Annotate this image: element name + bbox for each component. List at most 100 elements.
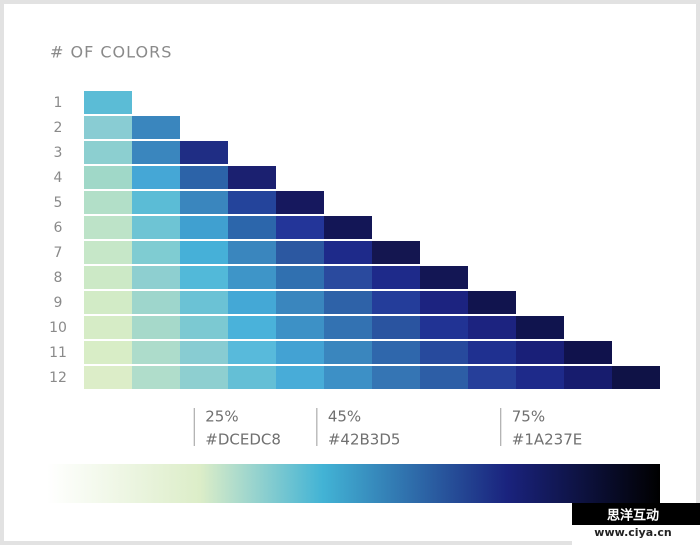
swatch (228, 291, 276, 314)
swatch (372, 266, 420, 289)
swatch (132, 341, 180, 364)
marker-percent: 25% (205, 408, 238, 426)
swatch (132, 191, 180, 214)
row-label: 2 (54, 120, 63, 136)
swatch (84, 116, 132, 139)
swatch (372, 341, 420, 364)
swatch (132, 141, 180, 164)
swatch (228, 341, 276, 364)
swatch (564, 366, 612, 389)
marker-hex: #DCEDC8 (205, 431, 281, 449)
swatch (84, 216, 132, 239)
swatch (132, 216, 180, 239)
swatch (372, 366, 420, 389)
swatch (132, 266, 180, 289)
swatch (324, 266, 372, 289)
swatch (84, 166, 132, 189)
row-label: 7 (54, 245, 63, 261)
swatch (132, 241, 180, 264)
swatch (84, 341, 132, 364)
row-label: 8 (54, 270, 63, 286)
swatch (276, 316, 324, 339)
row-label: 11 (49, 345, 67, 361)
marker-hex: #42B3D5 (328, 431, 401, 449)
row-label: 6 (54, 220, 63, 236)
swatch (516, 316, 564, 339)
swatch (324, 216, 372, 239)
swatch (84, 366, 132, 389)
swatch (372, 241, 420, 264)
title: # OF COLORS (50, 43, 172, 62)
swatch (276, 241, 324, 264)
swatch (132, 366, 180, 389)
row-label: 1 (54, 95, 63, 111)
swatch (132, 116, 180, 139)
swatch (276, 191, 324, 214)
row-label: 12 (49, 370, 67, 386)
swatch (228, 191, 276, 214)
swatch (516, 341, 564, 364)
row-label: 4 (54, 170, 63, 186)
swatch (84, 141, 132, 164)
swatch (132, 166, 180, 189)
watermark-brand: 思洋互动 (607, 508, 659, 524)
gradient-bar (47, 464, 660, 503)
swatch (420, 291, 468, 314)
marker-percent: 75% (512, 408, 545, 426)
swatch (324, 316, 372, 339)
swatch (276, 291, 324, 314)
swatch (420, 366, 468, 389)
swatch (180, 141, 228, 164)
swatch (468, 291, 516, 314)
swatch (276, 366, 324, 389)
swatch (132, 316, 180, 339)
swatch (180, 366, 228, 389)
swatch (276, 216, 324, 239)
swatch (420, 341, 468, 364)
swatch (324, 366, 372, 389)
swatch (228, 366, 276, 389)
row-label: 5 (54, 195, 63, 211)
swatch (420, 266, 468, 289)
swatch (180, 316, 228, 339)
swatch (372, 316, 420, 339)
row-label: 9 (54, 295, 63, 311)
swatch (324, 341, 372, 364)
row-label: 10 (49, 320, 67, 336)
swatch (180, 266, 228, 289)
swatch (324, 241, 372, 264)
swatch (180, 341, 228, 364)
swatch (180, 166, 228, 189)
watermark-url: www.ciya.cn (594, 526, 671, 539)
swatch (324, 291, 372, 314)
swatch (564, 341, 612, 364)
swatch (84, 316, 132, 339)
swatch (276, 266, 324, 289)
row-label: 3 (54, 145, 63, 161)
swatch (84, 91, 132, 114)
swatch (228, 241, 276, 264)
marker-percent: 45% (328, 408, 361, 426)
swatch (276, 341, 324, 364)
swatch (84, 266, 132, 289)
swatch (612, 366, 660, 389)
swatch (180, 191, 228, 214)
swatch (228, 166, 276, 189)
swatch (420, 316, 468, 339)
swatch (228, 266, 276, 289)
swatch (84, 241, 132, 264)
swatch (180, 216, 228, 239)
swatch (372, 291, 420, 314)
swatch (468, 341, 516, 364)
swatch (468, 366, 516, 389)
swatch (132, 291, 180, 314)
swatch (516, 366, 564, 389)
swatch (468, 316, 516, 339)
swatch (228, 316, 276, 339)
swatch (84, 291, 132, 314)
swatch (180, 291, 228, 314)
swatch (228, 216, 276, 239)
swatch (180, 241, 228, 264)
watermark-box (572, 503, 700, 525)
